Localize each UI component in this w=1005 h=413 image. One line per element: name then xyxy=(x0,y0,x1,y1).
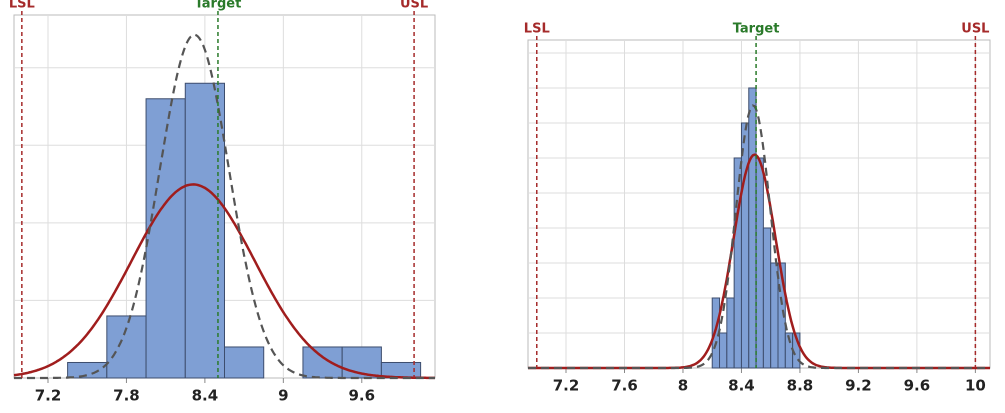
histogram-bar xyxy=(67,361,108,379)
histogram-bar xyxy=(726,297,735,369)
histogram-bar xyxy=(302,346,343,379)
x-tick-label: 10 xyxy=(965,377,986,395)
x-tick-label: 9.2 xyxy=(845,377,872,395)
x-tick-label: 8 xyxy=(678,377,688,395)
x-tick-label: 8.4 xyxy=(192,387,219,405)
x-tick-label: 9.6 xyxy=(904,377,931,395)
histogram-bar xyxy=(770,262,779,369)
spec-label: Target xyxy=(733,22,780,37)
spec-label: USL xyxy=(961,22,989,37)
spec-label: LSL xyxy=(524,22,550,37)
histogram-bar xyxy=(762,227,772,369)
histogram-bar xyxy=(755,157,764,369)
histogram-bar xyxy=(106,315,147,379)
fit-curve xyxy=(528,104,990,370)
x-tick-label: 7.6 xyxy=(611,377,638,395)
x-tick-label: 7.2 xyxy=(35,387,62,405)
fit-curve xyxy=(13,183,435,380)
histogram-bar xyxy=(740,122,750,369)
histogram-bar xyxy=(777,262,786,369)
histogram-bar xyxy=(719,332,728,369)
spec-label: LSL xyxy=(9,0,35,12)
histogram-bar xyxy=(224,346,265,379)
histogram-bar xyxy=(748,87,757,369)
x-tick-label: 7.8 xyxy=(113,387,140,405)
x-tick-label: 9.6 xyxy=(348,387,375,405)
fit-curve xyxy=(14,33,435,380)
x-tick-label: 9 xyxy=(278,387,288,405)
x-tick-label: 8.4 xyxy=(728,377,755,395)
spec-label: USL xyxy=(400,0,428,12)
x-tick-label: 8.8 xyxy=(787,377,814,395)
x-tick-label: 7.2 xyxy=(553,377,580,395)
spec-label: Target xyxy=(195,0,242,12)
